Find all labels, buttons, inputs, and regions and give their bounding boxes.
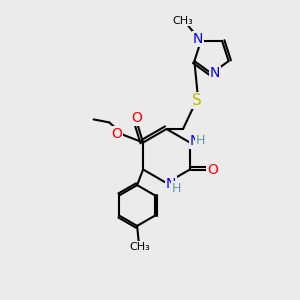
Text: O: O bbox=[131, 112, 142, 125]
Text: S: S bbox=[192, 93, 201, 108]
Text: O: O bbox=[112, 127, 122, 140]
Text: H: H bbox=[195, 134, 205, 148]
Text: O: O bbox=[207, 163, 218, 176]
Text: N: N bbox=[190, 134, 200, 148]
Text: N: N bbox=[210, 67, 220, 80]
Text: N: N bbox=[193, 32, 203, 46]
Text: N: N bbox=[166, 177, 176, 190]
Text: H: H bbox=[172, 182, 182, 195]
Text: CH₃: CH₃ bbox=[172, 16, 193, 26]
Text: CH₃: CH₃ bbox=[130, 242, 151, 252]
